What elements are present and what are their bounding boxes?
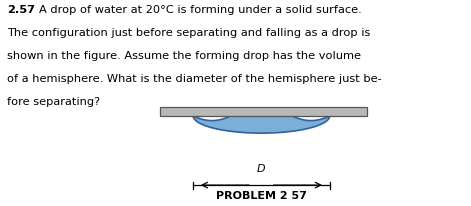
FancyBboxPatch shape <box>160 107 367 116</box>
Text: fore separating?: fore separating? <box>7 97 100 107</box>
Text: shown in the figure. Assume the forming drop has the volume: shown in the figure. Assume the forming … <box>7 51 361 61</box>
Text: PROBLEM 2 57: PROBLEM 2 57 <box>216 191 307 201</box>
Polygon shape <box>193 116 330 133</box>
Text: A drop of water at 20°C is forming under a solid surface.: A drop of water at 20°C is forming under… <box>39 5 361 15</box>
Text: of a hemisphere. What is the diameter of the hemisphere just be-: of a hemisphere. What is the diameter of… <box>7 74 382 84</box>
Text: D: D <box>257 164 266 174</box>
Text: The configuration just before separating and falling as a drop is: The configuration just before separating… <box>7 28 370 38</box>
Text: 2.57: 2.57 <box>7 5 35 15</box>
